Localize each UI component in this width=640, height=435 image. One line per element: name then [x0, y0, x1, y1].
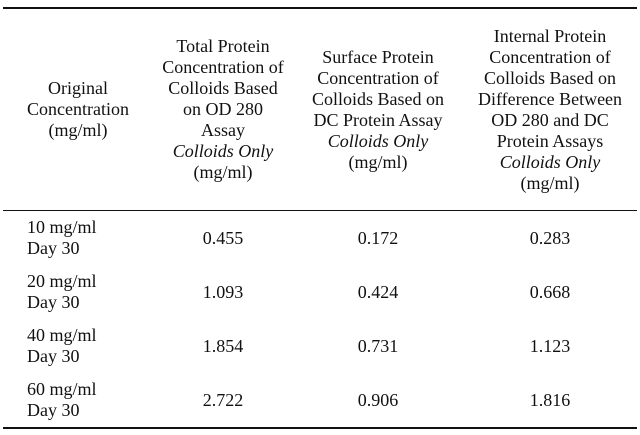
header-line: Concentration: [27, 99, 129, 119]
table-row: 60 mg/ml Day 30 2.722 0.906 1.816: [3, 373, 637, 428]
cell-internal-protein: 1.123: [529, 335, 571, 356]
header-line: Internal Protein: [493, 25, 607, 46]
cell-original-concentration: 40 mg/ml Day 30: [3, 319, 153, 373]
header-line: Colloids Based: [168, 78, 278, 98]
header-italic-note: Colloids Only: [172, 141, 274, 161]
header-line: Difference Between: [477, 88, 623, 109]
header-line: on OD 280: [183, 99, 263, 119]
table-row: 10 mg/ml Day 30 0.455 0.172 0.283: [3, 211, 637, 266]
day-label: Day 30: [27, 238, 80, 258]
header-italic-note: Colloids Only: [499, 151, 601, 172]
header-line: (mg/ml): [48, 120, 108, 140]
cell-internal-protein: 1.816: [529, 389, 571, 410]
cell-original-concentration: 60 mg/ml Day 30: [3, 373, 153, 428]
header-surface-protein: Surface Protein Concentration of Colloid…: [293, 8, 463, 211]
cell-total-protein: 1.854: [202, 335, 244, 356]
cell-surface-protein: 0.906: [357, 389, 399, 410]
table-row: 20 mg/ml Day 30 1.093 0.424 0.668: [3, 265, 637, 319]
header-line: Original: [48, 78, 108, 98]
cell-internal-protein: 0.283: [529, 227, 571, 248]
header-line: Surface Protein: [322, 46, 434, 67]
concentration-label: 10 mg/ml: [27, 217, 97, 237]
header-unit: (mg/ml): [193, 162, 253, 182]
header-line: Total Protein: [176, 36, 270, 56]
cell-surface-protein: 0.731: [357, 335, 399, 356]
header-italic-note: Colloids Only: [327, 130, 429, 151]
header-original-concentration: Original Concentration (mg/ml): [3, 8, 153, 211]
table-body: 10 mg/ml Day 30 0.455 0.172 0.283 20 mg/…: [3, 211, 637, 428]
protein-concentration-table: Original Concentration (mg/ml) Total Pro…: [3, 7, 637, 429]
header-internal-protein: Internal Protein Concentration of Colloi…: [463, 8, 637, 211]
header-line: Colloids Based on: [311, 88, 444, 109]
day-label: Day 30: [27, 346, 80, 366]
header-row: Original Concentration (mg/ml) Total Pro…: [3, 8, 637, 211]
concentration-label: 60 mg/ml: [27, 379, 97, 399]
cell-original-concentration: 10 mg/ml Day 30: [3, 211, 153, 266]
cell-original-concentration: 20 mg/ml Day 30: [3, 265, 153, 319]
cell-total-protein: 0.455: [202, 227, 244, 248]
header-unit: (mg/ml): [348, 151, 408, 172]
cell-surface-protein: 0.424: [357, 281, 399, 302]
cell-total-protein: 2.722: [202, 389, 244, 410]
header-line: Concentration of: [162, 57, 284, 77]
table-header: Original Concentration (mg/ml) Total Pro…: [3, 8, 637, 211]
header-line: Concentration of: [489, 46, 611, 67]
header-line: DC Protein Assay: [313, 109, 443, 130]
table-row: 40 mg/ml Day 30 1.854 0.731 1.123: [3, 319, 637, 373]
day-label: Day 30: [27, 400, 80, 420]
day-label: Day 30: [27, 292, 80, 312]
header-line: Colloids Based on: [483, 67, 616, 88]
concentration-label: 20 mg/ml: [27, 271, 97, 291]
header-unit: (mg/ml): [520, 172, 580, 193]
header-line: OD 280 and DC: [491, 109, 609, 130]
header-line: Protein Assays: [496, 130, 604, 151]
cell-internal-protein: 0.668: [529, 281, 571, 302]
concentration-label: 40 mg/ml: [27, 325, 97, 345]
cell-surface-protein: 0.172: [357, 227, 399, 248]
cell-total-protein: 1.093: [202, 281, 244, 302]
header-total-protein: Total Protein Concentration of Colloids …: [153, 8, 293, 211]
header-line: Assay: [201, 120, 245, 140]
header-line: Concentration of: [317, 67, 439, 88]
